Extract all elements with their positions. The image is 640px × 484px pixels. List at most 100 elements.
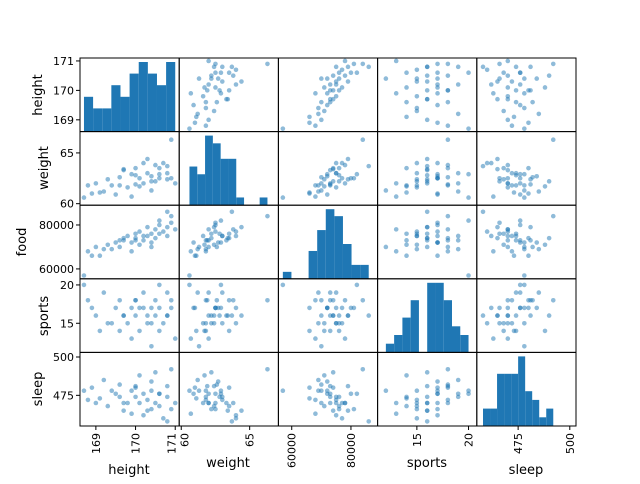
hist-bar <box>220 158 229 206</box>
scatter-point <box>81 273 87 278</box>
scatter-point <box>172 181 178 186</box>
scatter-point <box>203 99 209 105</box>
scatter-point <box>445 227 451 232</box>
scatter-point <box>333 394 339 400</box>
scatter-point <box>445 123 451 129</box>
scatter-point <box>342 181 348 186</box>
scatter-point <box>121 167 126 173</box>
scatter-point <box>213 220 218 226</box>
scatter-point <box>505 227 511 232</box>
scatter-point <box>366 64 372 70</box>
scatter-point <box>445 88 451 93</box>
cell-frame <box>178 57 279 133</box>
scatter-point <box>424 73 430 78</box>
scatter-point <box>517 218 523 223</box>
scatter-point <box>509 79 515 84</box>
scatter-point <box>149 320 154 326</box>
scatter-point <box>191 102 196 108</box>
scatter-point <box>414 183 420 188</box>
scatter-point <box>188 249 194 254</box>
scatter-point <box>339 67 345 73</box>
scatter-point <box>213 305 218 311</box>
scatter-point <box>164 224 170 230</box>
scatter-point <box>522 126 527 131</box>
scatter-point <box>513 183 519 188</box>
scatter-point <box>393 58 399 64</box>
scatter-point <box>129 240 134 245</box>
scatter-point <box>342 73 348 78</box>
hist-bar <box>147 73 157 132</box>
hist-bar <box>490 408 498 426</box>
scatter-point <box>526 191 531 196</box>
scatter-point <box>81 388 87 394</box>
scatter-point <box>348 391 354 397</box>
scatter-point <box>194 396 199 401</box>
y-tick-label: 20 <box>60 279 74 292</box>
scatter-point <box>513 170 519 176</box>
scatter-point <box>149 406 154 412</box>
scatter-point <box>501 242 506 248</box>
scatter-point <box>215 76 221 81</box>
scatter-point <box>153 179 158 184</box>
scatter-point <box>509 320 515 326</box>
scatter-point <box>93 244 99 250</box>
scatter-point <box>522 246 527 252</box>
scatter-point <box>466 70 471 76</box>
scatter-point <box>213 85 218 90</box>
scatter-point <box>345 383 351 389</box>
scatter-point <box>220 320 225 326</box>
scatter-point <box>333 93 339 99</box>
hist-bar <box>435 282 444 353</box>
scatter-point <box>121 400 126 406</box>
scatter-point <box>220 233 225 239</box>
scatter-point <box>280 195 286 200</box>
scatter-point <box>214 99 220 105</box>
scatter-point <box>145 408 150 413</box>
scatter-point <box>424 238 430 243</box>
scatter-point <box>129 305 134 311</box>
scatter-point <box>319 343 324 349</box>
scatter-point <box>522 305 527 311</box>
scatter-point <box>93 400 99 406</box>
scatter-point <box>265 213 270 219</box>
hist-bar <box>518 356 526 426</box>
scatter-point <box>85 249 91 254</box>
scatter-point <box>157 231 162 237</box>
cell-food-vs-food <box>277 204 379 280</box>
scatter-point <box>366 313 372 318</box>
scatter-point <box>424 96 430 102</box>
scatter-point <box>324 305 330 311</box>
scatter-point <box>206 227 211 232</box>
hist-bar <box>197 174 206 206</box>
scatter-point <box>307 120 312 126</box>
scatter-point <box>491 336 496 341</box>
hist-bar <box>259 197 268 206</box>
scatter-point <box>435 175 440 181</box>
scatter-point <box>336 165 342 171</box>
scatter-point <box>137 400 142 406</box>
scatter-point <box>513 64 519 70</box>
cell-sleep-vs-sports: 15 20 <box>377 351 478 447</box>
scatter-point <box>239 224 244 230</box>
scatter-point <box>424 244 430 250</box>
scatter-point <box>316 111 321 117</box>
scatter-point <box>133 394 138 400</box>
scatter-point <box>117 297 122 303</box>
scatter-point <box>218 391 224 397</box>
scatter-point <box>424 383 430 389</box>
scatter-point <box>542 184 548 189</box>
cell-sports-vs-weight <box>178 278 279 353</box>
scatter-point <box>336 70 342 76</box>
scatter-point <box>488 233 494 239</box>
scatter-point <box>133 313 138 318</box>
scatter-point <box>404 114 409 120</box>
scatter-point <box>522 91 527 96</box>
scatter-point <box>145 156 150 162</box>
cell-weight-vs-height: 60 65 <box>60 131 180 211</box>
scatter-point <box>313 411 318 417</box>
scatter-point <box>97 328 103 334</box>
scatter-point <box>424 400 430 406</box>
row-label-sports: sports <box>37 296 52 336</box>
scatter-point <box>157 391 162 397</box>
scatter-point <box>125 185 130 190</box>
